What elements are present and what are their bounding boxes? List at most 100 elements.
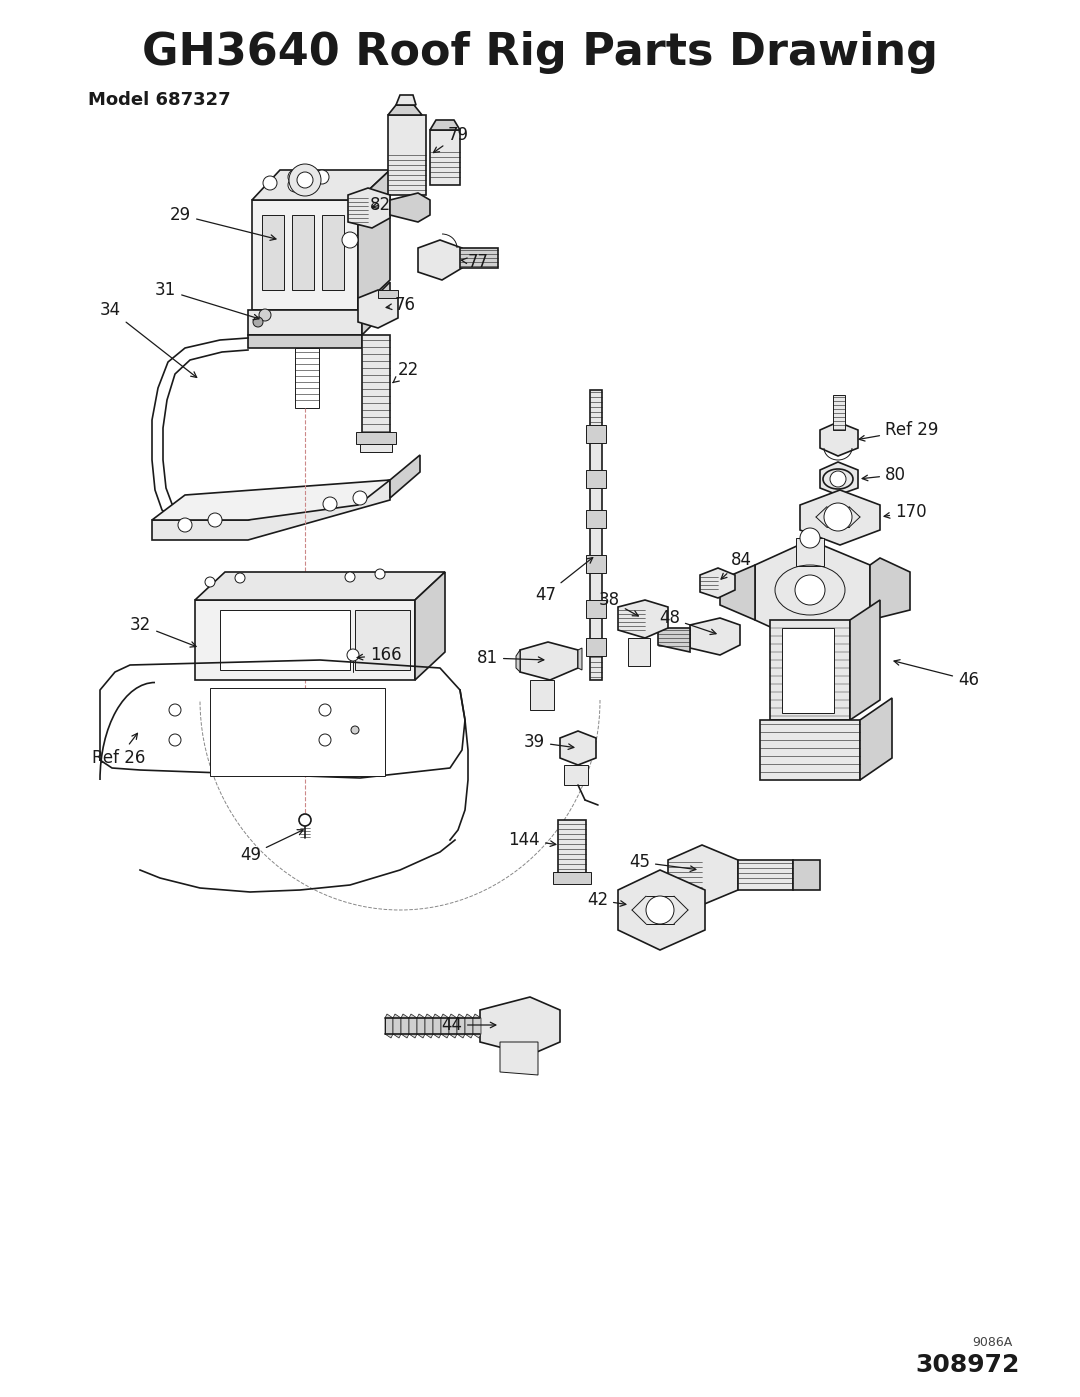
Text: GH3640 Roof Rig Parts Drawing: GH3640 Roof Rig Parts Drawing xyxy=(141,31,939,74)
Circle shape xyxy=(319,733,330,746)
Bar xyxy=(833,395,845,430)
Polygon shape xyxy=(457,1014,465,1038)
Bar xyxy=(564,766,588,785)
Polygon shape xyxy=(426,1014,433,1038)
Text: 49: 49 xyxy=(240,830,303,863)
Polygon shape xyxy=(195,599,415,680)
Text: 81: 81 xyxy=(477,650,544,666)
Text: 46: 46 xyxy=(894,659,978,689)
Polygon shape xyxy=(390,455,420,497)
Bar xyxy=(558,820,586,875)
Polygon shape xyxy=(393,1014,401,1038)
Polygon shape xyxy=(618,599,669,638)
Polygon shape xyxy=(357,170,390,310)
Bar xyxy=(295,348,319,408)
Bar xyxy=(530,680,554,710)
Polygon shape xyxy=(793,861,820,890)
Polygon shape xyxy=(433,1014,441,1038)
Text: 48: 48 xyxy=(659,609,716,634)
Text: 82: 82 xyxy=(370,196,391,214)
Circle shape xyxy=(299,814,311,826)
Text: 22: 22 xyxy=(393,360,419,383)
Text: 9086A: 9086A xyxy=(972,1336,1012,1348)
Text: Ref 29: Ref 29 xyxy=(859,420,939,441)
Bar xyxy=(430,130,460,184)
Polygon shape xyxy=(850,599,880,719)
Text: 308972: 308972 xyxy=(915,1354,1020,1377)
Circle shape xyxy=(319,704,330,717)
Polygon shape xyxy=(248,335,362,348)
Text: 38: 38 xyxy=(599,591,638,616)
Polygon shape xyxy=(384,1014,393,1038)
Polygon shape xyxy=(820,422,858,455)
Polygon shape xyxy=(401,1014,409,1038)
Text: Ref 26: Ref 26 xyxy=(92,733,146,767)
Circle shape xyxy=(168,733,181,746)
Text: 34: 34 xyxy=(100,300,197,377)
Circle shape xyxy=(168,704,181,717)
Bar xyxy=(627,638,650,666)
Circle shape xyxy=(315,170,329,184)
Bar xyxy=(388,115,426,196)
Bar xyxy=(590,390,602,680)
Polygon shape xyxy=(669,845,738,905)
Bar xyxy=(738,861,793,890)
Polygon shape xyxy=(362,282,390,335)
Polygon shape xyxy=(800,490,880,545)
Polygon shape xyxy=(415,571,445,680)
Polygon shape xyxy=(390,193,430,222)
Text: 84: 84 xyxy=(721,550,752,580)
Polygon shape xyxy=(449,1014,457,1038)
Polygon shape xyxy=(860,698,892,780)
Bar xyxy=(586,469,606,488)
Polygon shape xyxy=(700,569,735,598)
Text: 45: 45 xyxy=(629,854,696,872)
Bar xyxy=(360,444,392,453)
Circle shape xyxy=(323,497,337,511)
Circle shape xyxy=(253,317,264,327)
Bar xyxy=(210,687,384,775)
Text: 144: 144 xyxy=(509,831,556,849)
Polygon shape xyxy=(417,1014,426,1038)
Bar xyxy=(292,215,314,291)
Polygon shape xyxy=(690,617,740,655)
Polygon shape xyxy=(460,249,498,268)
Polygon shape xyxy=(388,105,422,115)
Bar xyxy=(586,425,606,443)
Text: 170: 170 xyxy=(885,503,927,521)
Polygon shape xyxy=(870,557,910,620)
Bar xyxy=(553,872,591,884)
Circle shape xyxy=(289,163,321,196)
Polygon shape xyxy=(409,1014,417,1038)
Text: 44: 44 xyxy=(441,1016,496,1034)
Circle shape xyxy=(264,176,276,190)
Circle shape xyxy=(205,577,215,587)
Circle shape xyxy=(342,232,357,249)
Polygon shape xyxy=(473,1014,481,1038)
Text: 79: 79 xyxy=(433,126,469,152)
Polygon shape xyxy=(152,481,390,520)
Text: 76: 76 xyxy=(387,296,416,314)
Polygon shape xyxy=(152,481,390,541)
Text: 80: 80 xyxy=(862,467,906,483)
Polygon shape xyxy=(720,564,755,620)
Bar xyxy=(322,215,345,291)
Text: 42: 42 xyxy=(586,891,626,909)
Text: 166: 166 xyxy=(357,645,402,664)
Polygon shape xyxy=(465,1014,473,1038)
Circle shape xyxy=(259,309,271,321)
Text: Model 687327: Model 687327 xyxy=(87,91,231,109)
Polygon shape xyxy=(418,240,462,279)
Circle shape xyxy=(288,170,302,184)
Text: 29: 29 xyxy=(170,205,276,240)
Polygon shape xyxy=(248,310,362,335)
Bar xyxy=(586,638,606,657)
Polygon shape xyxy=(618,870,705,950)
Text: 39: 39 xyxy=(524,733,573,752)
Circle shape xyxy=(353,490,367,504)
Polygon shape xyxy=(658,629,690,652)
Polygon shape xyxy=(770,620,850,719)
Circle shape xyxy=(646,895,674,923)
Polygon shape xyxy=(561,731,596,766)
Bar xyxy=(362,335,390,434)
